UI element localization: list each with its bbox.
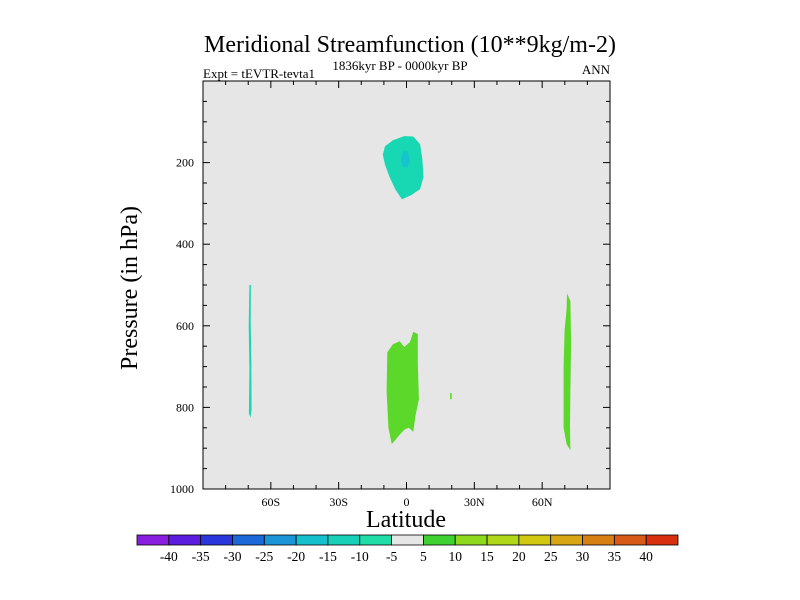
contour-region-lower-tropical-small-patch — [450, 393, 452, 400]
colorbar-swatch — [423, 534, 456, 546]
colorbar-swatch — [200, 534, 233, 546]
colorbar-swatch — [232, 534, 265, 546]
contour-regions — [248, 136, 572, 451]
x-tick-label: 0 — [404, 495, 410, 509]
colorbar-swatch — [391, 534, 424, 546]
experiment-label: Expt = tEVTR-tevta1 — [203, 66, 315, 81]
colorbar-label: 10 — [448, 549, 462, 564]
colorbar: -40 -35 -30 -25 -20 -15 -10 -5 5 10 15 20 25 30 35 40 — [136, 534, 679, 564]
contour-region-northern-high-latitude-positive-cell — [563, 293, 572, 451]
colorbar-label: -40 — [160, 549, 178, 564]
colorbar-swatch — [295, 534, 329, 546]
colorbar-swatch — [263, 534, 297, 546]
colorbar-label: -20 — [287, 549, 305, 564]
colorbar-swatch — [582, 534, 615, 546]
y-tick-label: 1000 — [170, 482, 194, 496]
x-tick-label: 60S — [261, 495, 280, 509]
x-tick-label: 60N — [532, 495, 553, 509]
colorbar-swatch — [613, 534, 647, 546]
colorbar-swatch — [550, 534, 583, 546]
colorbar-swatch — [327, 534, 361, 546]
colorbar-label: -15 — [319, 549, 337, 564]
y-tick-label: 600 — [176, 319, 194, 333]
colorbar-swatch — [454, 534, 488, 546]
colorbar-label: 30 — [576, 549, 590, 564]
contour-region-upper-tropical-negative-cell — [382, 136, 424, 200]
chart-title: Meridional Streamfunction (10**9kg/m-2) — [204, 32, 616, 58]
colorbar-label: 15 — [480, 549, 494, 564]
colorbar-label: -5 — [386, 549, 397, 564]
contour-region-lower-tropical-positive-cell — [386, 331, 419, 445]
contour-region-upper-tropical-core — [400, 151, 410, 168]
colorbar-swatch — [486, 534, 520, 546]
plot-frame — [202, 80, 611, 490]
colorbar-swatch — [136, 534, 170, 546]
x-axis-label: Latitude — [366, 507, 446, 533]
colorbar-swatch — [168, 534, 202, 546]
colorbar-swatch — [518, 534, 552, 546]
x-tick-label: 30N — [464, 495, 485, 509]
y-tick-label: 400 — [176, 237, 194, 251]
y-axis-label: Pressure (in hPa) — [117, 206, 143, 370]
colorbar-label: 25 — [544, 549, 558, 564]
colorbar-label: 5 — [420, 549, 427, 564]
colorbar-label: -10 — [351, 549, 369, 564]
colorbar-swatch — [359, 534, 392, 546]
colorbar-label: 40 — [639, 549, 653, 564]
colorbar-label: -35 — [192, 549, 210, 564]
colorbar-label: 20 — [512, 549, 526, 564]
season-label: ANN — [582, 62, 611, 77]
colorbar-label: -25 — [255, 549, 273, 564]
axis-ticks: 60S 30S 0 30N 60N 200 400 600 800 1000 — [170, 81, 610, 509]
y-tick-label: 200 — [176, 156, 194, 170]
colorbar-label: -30 — [223, 549, 241, 564]
y-tick-label: 800 — [176, 400, 194, 414]
colorbar-label: 35 — [608, 549, 622, 564]
colorbar-swatch — [645, 534, 679, 546]
contour-region-southern-high-latitude-negative-cell — [248, 285, 252, 418]
period-label: 1836kyr BP - 0000kyr BP — [332, 58, 467, 73]
x-tick-label: 30S — [329, 495, 348, 509]
